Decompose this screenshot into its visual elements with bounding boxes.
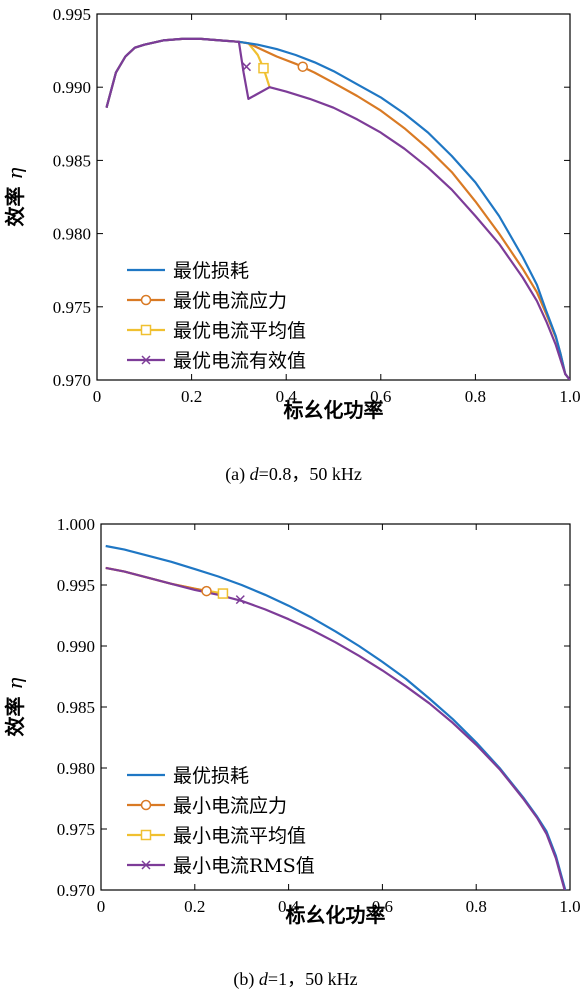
legend-entry-3: 最优电流有效值 <box>173 350 306 372</box>
caption-prefix: (b) <box>233 969 259 990</box>
chart-a: 0.970 0.975 0.980 0.985 0.990 0.995 0 0.2 0.4 0.6… <box>3 5 581 485</box>
caption-suffix: =0.8，50 kHz <box>259 464 362 484</box>
y-axis-label-symbol: η <box>3 168 27 180</box>
y-tick-label: 0.980 <box>57 759 95 778</box>
series-line-0 <box>105 544 567 890</box>
series-marker-3 <box>235 595 245 605</box>
plot-frame <box>100 523 571 891</box>
legend-marker-3 <box>141 355 151 365</box>
y-tick-label: 0.980 <box>53 225 91 244</box>
caption: (a) d=0.8，50 kHz <box>225 464 362 485</box>
x-axis-label: 标幺化功率 <box>286 903 386 927</box>
legend-marker-2 <box>140 324 152 336</box>
y-tick-label: 0.990 <box>53 78 91 97</box>
x-tick-label: 1.0 <box>559 897 580 916</box>
y-tick-label: 0.985 <box>53 151 91 170</box>
x-tick-label: 0.4 <box>278 897 300 916</box>
x-tick-label: 0.8 <box>466 897 487 916</box>
y-tick-label: 0.975 <box>57 820 95 839</box>
series-marker-1 <box>297 61 309 72</box>
plot-frame <box>96 13 571 381</box>
series-group <box>105 37 570 380</box>
legend-entry-1: 最优电流应力 <box>173 290 287 312</box>
chart-b: 0.970 0.975 0.980 0.985 0.990 0.995 1.000 0 0.2 0… <box>3 515 581 990</box>
legend-marker-2 <box>140 829 152 841</box>
legend-entry-2: 最优电流平均值 <box>173 320 306 342</box>
x-tick-label: 0.2 <box>184 897 205 916</box>
y-tick-label: 0.985 <box>57 698 95 717</box>
legend-marker-1 <box>140 799 152 811</box>
series-group <box>105 544 567 890</box>
y-tick-label: 0.975 <box>53 298 91 317</box>
caption: (b) d=1，50 kHz <box>233 969 357 990</box>
x-tick-label: 1.0 <box>559 387 580 406</box>
y-axis-label: 效率 η <box>3 168 27 227</box>
legend-entry-0: 最优损耗 <box>173 260 249 282</box>
y-tick-label: 0.970 <box>57 881 95 900</box>
x-axis-label: 标幺化功率 <box>284 398 384 422</box>
series-marker-2 <box>217 588 229 599</box>
legend-entry-2: 最小电流平均值 <box>173 825 306 847</box>
series-marker-1 <box>201 585 212 597</box>
y-tick-label: 0.990 <box>57 637 95 656</box>
series-marker-3 <box>241 62 251 72</box>
y-tick-label: 0.995 <box>57 576 95 595</box>
y-axis-label-text: 效率 <box>3 690 27 737</box>
x-tick-label: 0 <box>97 897 106 916</box>
series-marker-2 <box>258 62 269 74</box>
legend-entry-3: 最小电流RMS值 <box>173 855 315 877</box>
series-line-2 <box>105 37 271 108</box>
series-line-3 <box>105 566 566 890</box>
legend-entry-1: 最小电流应力 <box>173 795 287 817</box>
legend-marker-3 <box>141 860 151 870</box>
y-axis-label-symbol: η <box>3 678 27 690</box>
x-tick-label: 0.2 <box>181 387 202 406</box>
x-tick-label: 0.6 <box>372 897 393 916</box>
x-tick-label: 0 <box>93 387 102 406</box>
y-tick-label: 0.995 <box>53 5 91 24</box>
caption-var: d <box>259 969 269 989</box>
caption-prefix: (a) <box>225 464 249 485</box>
legend-marker-1 <box>140 294 152 306</box>
y-axis-label: 效率 η <box>3 678 27 737</box>
x-tick-label: 0.4 <box>276 387 298 406</box>
caption-suffix: =1，50 kHz <box>268 969 358 989</box>
x-tick-label: 0.6 <box>370 387 391 406</box>
series-line-3 <box>105 37 570 380</box>
x-tick-label: 0.8 <box>465 387 486 406</box>
legend-entry-0: 最优损耗 <box>173 765 249 787</box>
y-tick-label: 1.000 <box>57 515 95 534</box>
y-axis-label-text: 效率 <box>3 180 27 227</box>
y-tick-label: 0.970 <box>53 371 91 390</box>
caption-var: d <box>250 464 260 484</box>
